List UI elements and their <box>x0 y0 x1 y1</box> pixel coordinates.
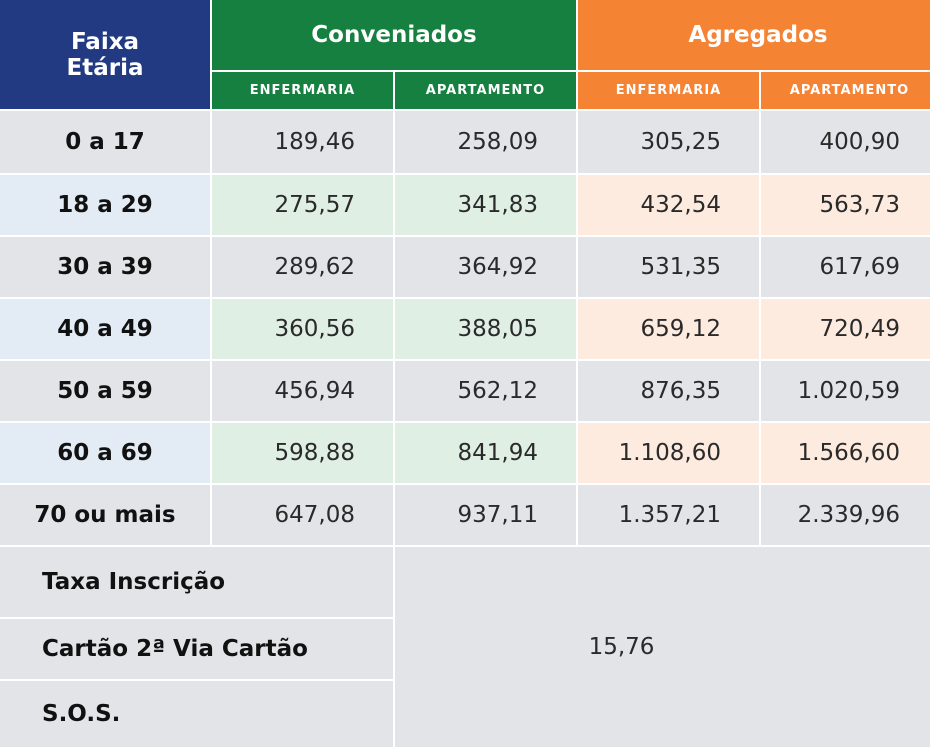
value-cell: 937,11 <box>395 485 576 545</box>
value-cell: 1.020,59 <box>761 361 930 421</box>
value-cell: 563,73 <box>761 175 930 235</box>
header-faixa-etaria: Faixa Etária <box>0 0 210 109</box>
subheader-conv-enfermaria: ENFERMARIA <box>212 72 393 109</box>
value-cell: 2.339,96 <box>761 485 930 545</box>
value-cell: 1.108,60 <box>578 423 759 483</box>
subheader-agre-enfermaria: ENFERMARIA <box>578 72 759 109</box>
age-cell: 30 a 39 <box>0 237 210 297</box>
subheader-conv-apartamento: APARTAMENTO <box>395 72 576 109</box>
value-cell: 1.566,60 <box>761 423 930 483</box>
value-cell: 400,90 <box>761 111 930 173</box>
age-cell: 50 a 59 <box>0 361 210 421</box>
value-cell: 275,57 <box>212 175 393 235</box>
value-cell: 562,12 <box>395 361 576 421</box>
value-cell: 659,12 <box>578 299 759 359</box>
value-cell: 388,05 <box>395 299 576 359</box>
value-cell: 341,83 <box>395 175 576 235</box>
value-cell: 360,56 <box>212 299 393 359</box>
value-cell: 1.357,21 <box>578 485 759 545</box>
age-cell: 40 a 49 <box>0 299 210 359</box>
value-cell: 289,62 <box>212 237 393 297</box>
age-cell: 60 a 69 <box>0 423 210 483</box>
fee-label-sos: S.O.S. <box>0 681 393 747</box>
value-cell: 432,54 <box>578 175 759 235</box>
value-cell: 617,69 <box>761 237 930 297</box>
header-conveniados: Conveniados <box>212 0 576 70</box>
fee-label-taxa-inscricao: Taxa Inscrição <box>0 547 393 617</box>
value-cell: 456,94 <box>212 361 393 421</box>
header-agregados: Agregados <box>578 0 930 70</box>
age-cell: 70 ou mais <box>0 485 210 545</box>
header-faixa-line1: Faixa <box>70 28 140 55</box>
value-cell: 258,09 <box>395 111 576 173</box>
value-cell: 876,35 <box>578 361 759 421</box>
fee-label-cartao-2-via: Cartão 2ª Via Cartão <box>0 619 393 679</box>
value-cell: 189,46 <box>212 111 393 173</box>
value-cell: 598,88 <box>212 423 393 483</box>
value-cell: 531,35 <box>578 237 759 297</box>
age-cell: 18 a 29 <box>0 175 210 235</box>
header-faixa-line2: Etária <box>66 54 144 81</box>
value-cell: 364,92 <box>395 237 576 297</box>
fee-value: 15,76 <box>395 547 930 747</box>
value-cell: 647,08 <box>212 485 393 545</box>
value-cell: 305,25 <box>578 111 759 173</box>
subheader-agre-apartamento: APARTAMENTO <box>761 72 930 109</box>
value-cell: 841,94 <box>395 423 576 483</box>
age-cell: 0 a 17 <box>0 111 210 173</box>
value-cell: 720,49 <box>761 299 930 359</box>
